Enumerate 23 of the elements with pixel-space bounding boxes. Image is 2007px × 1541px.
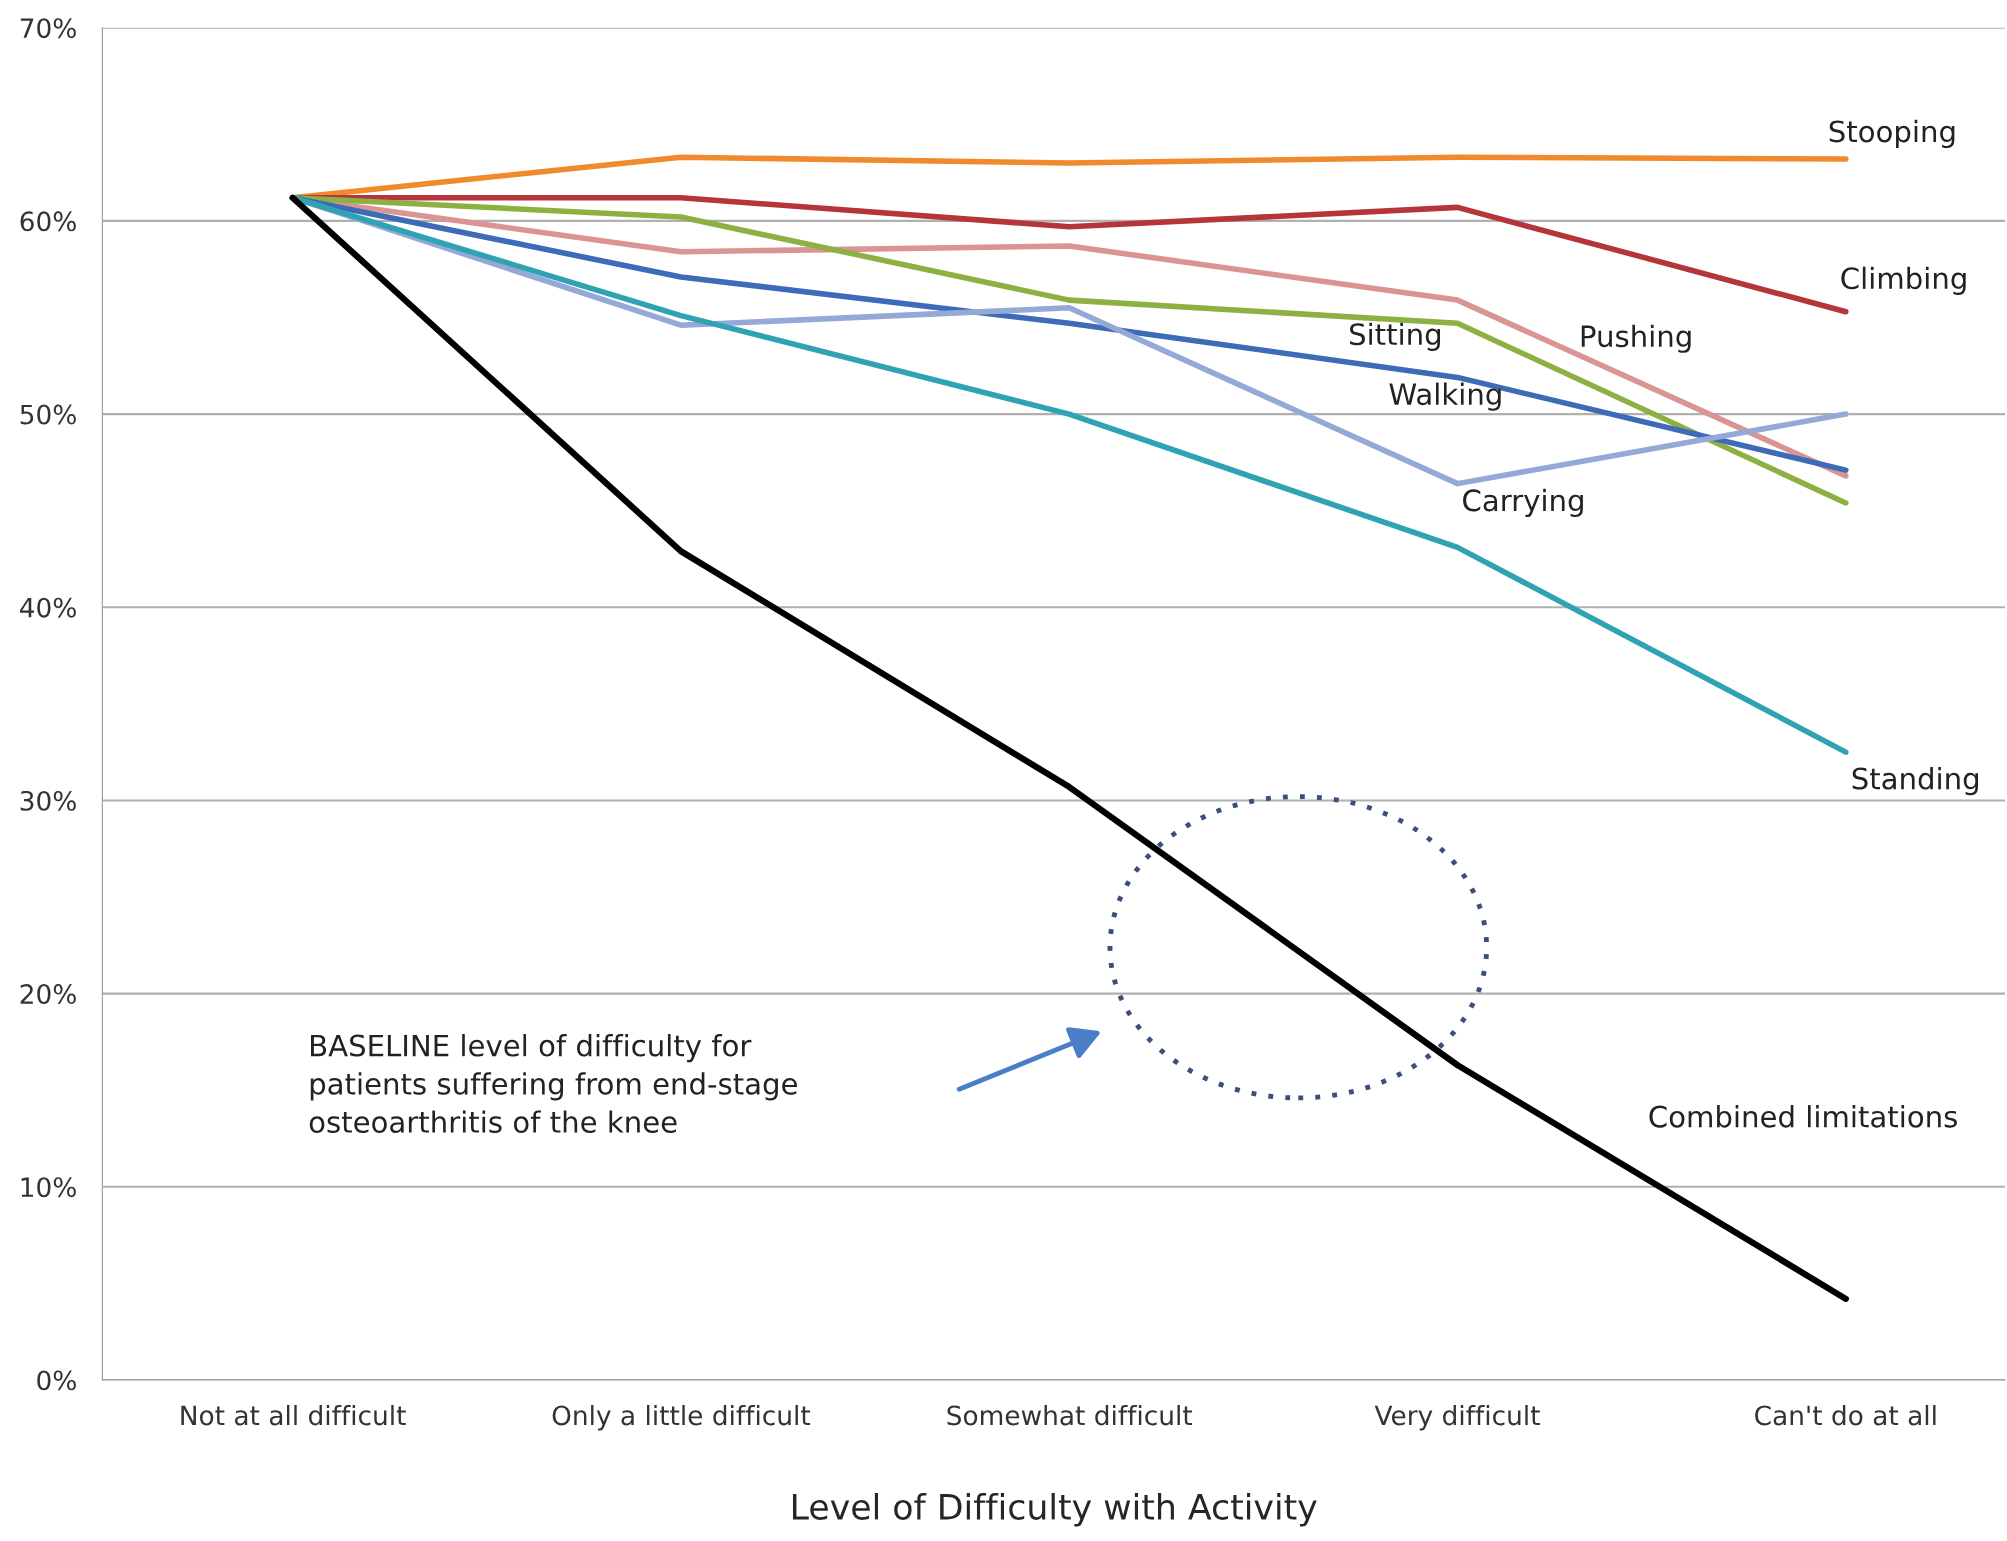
x-tick-label: Somewhat difficult — [947, 1404, 1193, 1426]
y-tick-label: 50% — [20, 404, 76, 425]
y-tick-label: 70% — [20, 18, 76, 39]
y-tick-label: 60% — [20, 211, 76, 232]
y-tick-label: 0% — [37, 1370, 76, 1391]
series-label: Stooping — [1829, 119, 1955, 149]
series-label: Sitting — [1350, 322, 1441, 351]
series-label: Pushing — [1581, 324, 1691, 353]
series-label: Combined limitations — [1649, 1105, 1957, 1128]
y-tick-label: 10% — [21, 1177, 76, 1198]
y-tick-label: 20% — [20, 984, 76, 1005]
x-tick-label: Can't do at all — [1755, 1404, 1936, 1426]
series-label: Standing — [1852, 767, 1978, 796]
y-tick-label: 30% — [20, 790, 76, 811]
x-tick-label: Not at all difficult — [181, 1404, 406, 1426]
y-tick-label: 40% — [19, 597, 76, 618]
annotation: BASELINE level of difficulty for patients suffering from end-stage osteoarthritis of the knee — [309, 1034, 797, 1133]
x-axis-title: Level of Difficulty with Activity — [793, 1493, 1317, 1527]
series-label: Climbing — [1841, 266, 1966, 295]
x-tick-label: Very difficult — [1374, 1404, 1540, 1431]
x-tick-label: Only a little difficult — [552, 1404, 811, 1431]
series-label: Carrying — [1463, 488, 1583, 518]
series-label: Walking — [1389, 382, 1501, 411]
